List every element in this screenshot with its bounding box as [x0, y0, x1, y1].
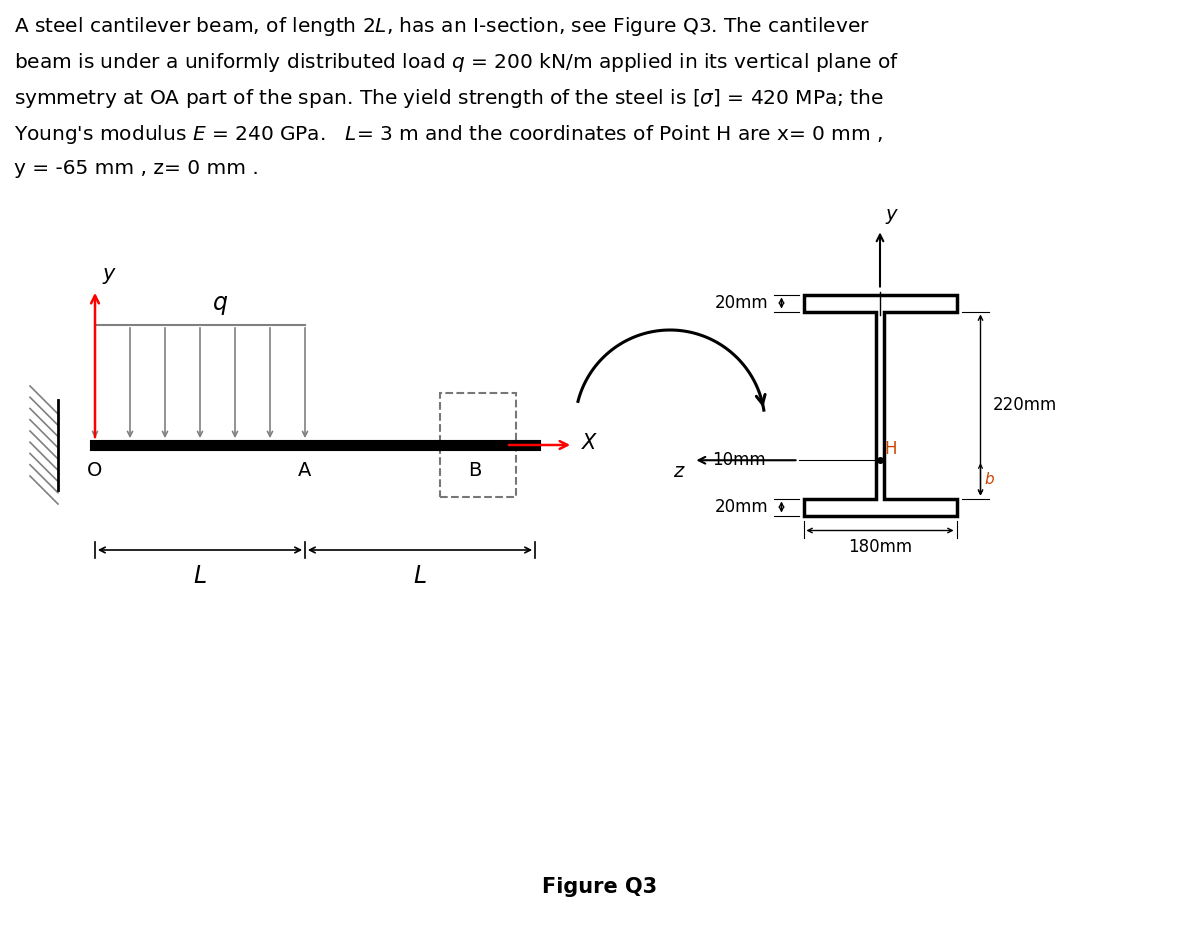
Text: $q$: $q$ [212, 293, 228, 317]
Text: 20mm: 20mm [715, 294, 768, 312]
Text: Figure Q3: Figure Q3 [542, 877, 658, 897]
Text: beam is under a uniformly distributed load $q$ = 200 kN/m applied in its vertica: beam is under a uniformly distributed lo… [14, 51, 899, 74]
Text: b: b [984, 472, 994, 487]
Text: L: L [414, 564, 426, 588]
Text: $X$: $X$ [581, 433, 599, 453]
Text: B: B [468, 461, 481, 480]
Text: 180mm: 180mm [848, 538, 912, 555]
Text: L: L [193, 564, 206, 588]
Text: 20mm: 20mm [715, 498, 768, 516]
Text: y = -65 mm , z= 0 mm .: y = -65 mm , z= 0 mm . [14, 159, 259, 178]
Text: $y$: $y$ [886, 207, 899, 225]
Text: $y$: $y$ [102, 266, 118, 286]
Text: 220mm: 220mm [992, 396, 1057, 414]
Text: Young's modulus $E$ = 240 GPa.   $L$= 3 m and the coordinates of Point H are x= : Young's modulus $E$ = 240 GPa. $L$= 3 m … [14, 123, 883, 146]
Text: $z$: $z$ [673, 462, 685, 482]
Text: H: H [884, 440, 896, 458]
Text: A: A [299, 461, 312, 480]
Text: 10mm: 10mm [712, 452, 766, 469]
Text: O: O [88, 461, 103, 480]
Text: symmetry at OA part of the span. The yield strength of the steel is [$\sigma$] =: symmetry at OA part of the span. The yie… [14, 87, 884, 110]
Text: A steel cantilever beam, of length $2L$, has an I-section, see Figure Q3. The ca: A steel cantilever beam, of length $2L$,… [14, 15, 870, 38]
